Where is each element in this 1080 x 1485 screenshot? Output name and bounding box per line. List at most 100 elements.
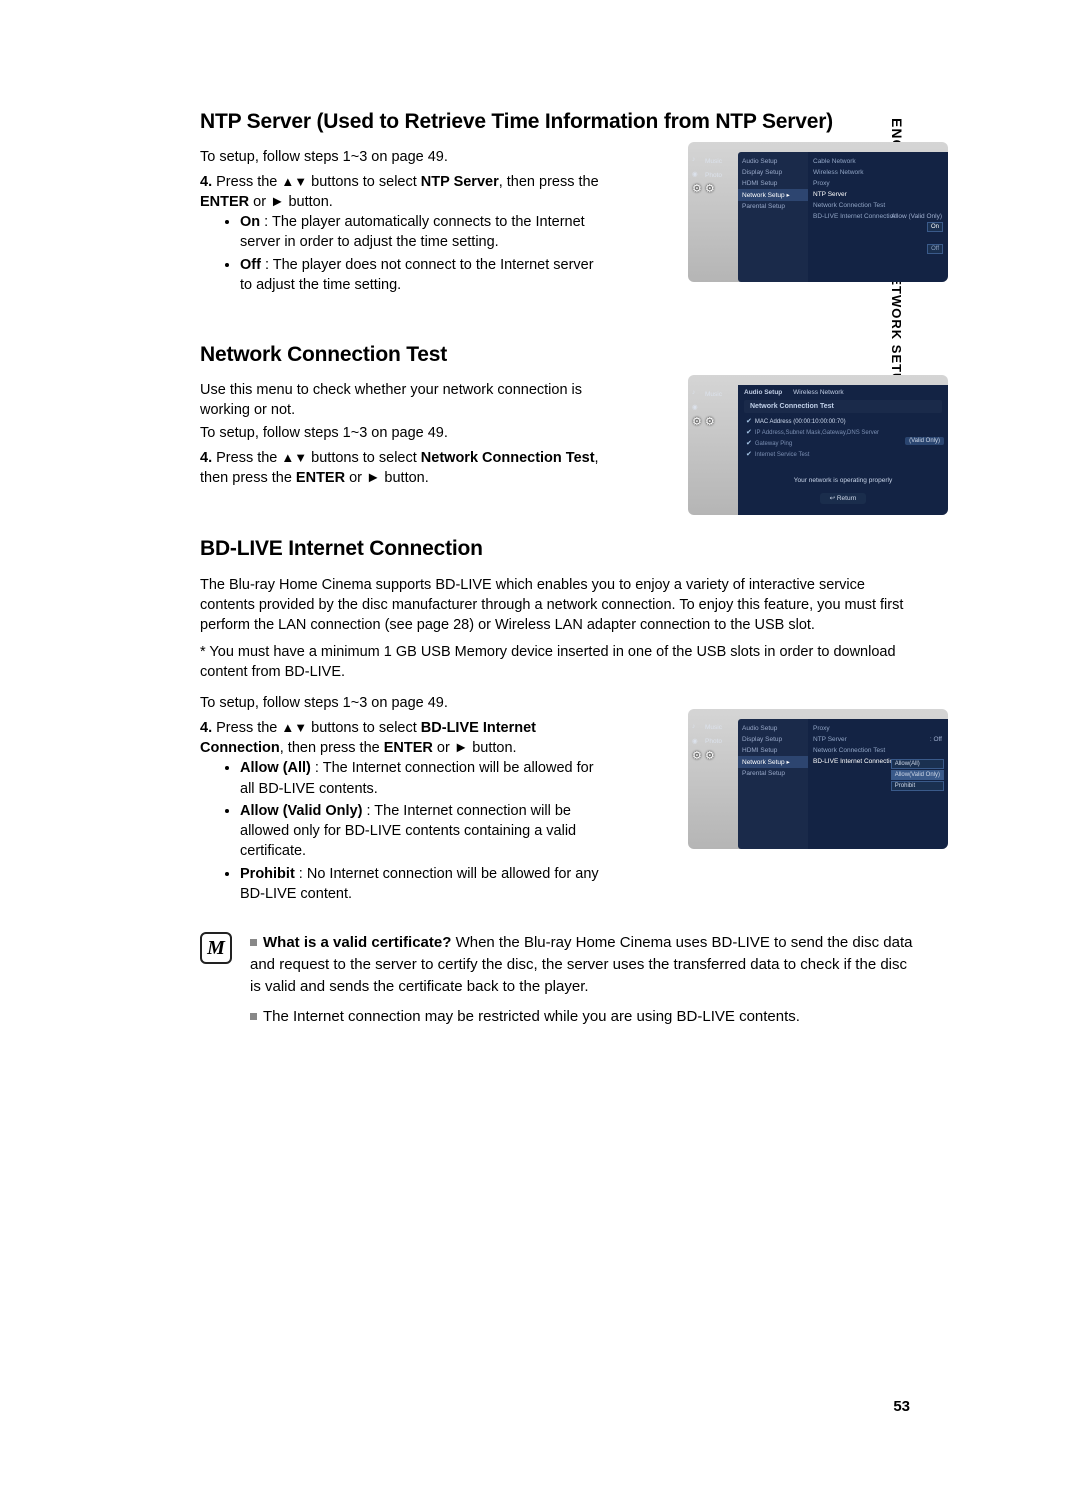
bullet-bold: Allow (All) bbox=[240, 760, 311, 776]
note-icon: M bbox=[200, 932, 232, 964]
nav-music: ♪Music bbox=[688, 154, 738, 168]
step-text: buttons to select bbox=[307, 720, 421, 736]
test-result-message: Your network is operating properly bbox=[738, 459, 948, 488]
gear-icon: ⚙ ⚙ bbox=[692, 417, 702, 427]
section-network-test: Network Connection Test Use this menu to… bbox=[200, 343, 920, 488]
shot-nav-icons: ♪Music ◉ ⚙ ⚙ bbox=[688, 385, 738, 515]
option-prohibit: Prohibit bbox=[891, 781, 944, 791]
list-item: Off : The player does not connect to the… bbox=[240, 255, 600, 296]
setup-line: To setup, follow steps 1~3 on page 49. bbox=[200, 694, 610, 714]
up-down-arrows-icon: ▲▼ bbox=[281, 720, 307, 735]
note-content: What is a valid certificate? When the Bl… bbox=[250, 932, 920, 1027]
nav-label: Music bbox=[705, 391, 722, 398]
section-title: BD-LIVE Internet Connection bbox=[200, 537, 920, 561]
check-icon: ✔ bbox=[746, 451, 752, 458]
menu-label: Network Setup bbox=[742, 192, 785, 199]
bullet-bold: Prohibit bbox=[240, 866, 295, 882]
music-icon: ♪ bbox=[692, 723, 702, 733]
test-label: Internet Service Test bbox=[755, 452, 810, 458]
screenshot-bdlive: ♪Music ◉Photo ⚙ ⚙ Audio Setup Display Se… bbox=[688, 709, 948, 849]
music-icon: ♪ bbox=[692, 156, 702, 166]
step-text: or ► button. bbox=[249, 194, 333, 210]
step-4: 4. Press the ▲▼ buttons to select BD-LIV… bbox=[200, 718, 600, 759]
nav-label: Music bbox=[705, 724, 722, 731]
test-label: MAC Address (00:00:10:00:00:70) bbox=[755, 419, 846, 425]
nav-music: ♪Music bbox=[688, 387, 738, 401]
intro-text: To setup, follow steps 1~3 on page 49. bbox=[200, 148, 610, 168]
test-line: ✔MAC Address (00:00:10:00:00:70) bbox=[738, 415, 948, 426]
list-item: Prohibit : No Internet connection will b… bbox=[240, 864, 600, 905]
option-allow-valid: Allow(Valid Only) bbox=[891, 770, 944, 780]
menu-label: Audio Setup bbox=[744, 389, 782, 396]
bullet-bold: Allow (Valid Only) bbox=[240, 803, 362, 819]
nav-photo: ◉ bbox=[688, 401, 738, 415]
note-question: What is a valid certificate? bbox=[263, 934, 451, 951]
step-bold: ENTER bbox=[200, 194, 249, 210]
test-banner: Network Connection Test bbox=[744, 400, 942, 413]
page-number: 53 bbox=[893, 1398, 910, 1415]
test-line: ✔IP Address,Subnet Mask,Gateway,DNS Serv… bbox=[738, 426, 948, 437]
submenu-label: BD-LIVE Internet Connection bbox=[813, 213, 897, 220]
shot-nav-icons: ♪Music ◉Photo ⚙ ⚙ bbox=[688, 719, 738, 849]
step-bold: NTP Server bbox=[421, 174, 499, 190]
nav-music: ♪Music bbox=[688, 721, 738, 735]
page-content: NTP Server (Used to Retrieve Time Inform… bbox=[0, 0, 1080, 1087]
bullet-list: Allow (All) : The Internet connection wi… bbox=[200, 758, 600, 904]
step-number: 4. bbox=[200, 450, 212, 466]
bullet-bold: Off bbox=[240, 257, 261, 273]
menu-item-selected: Network Setup ▸ bbox=[738, 189, 808, 201]
menu-item: HDMI Setup bbox=[738, 745, 808, 756]
shot-setup-menu: Audio Setup Display Setup HDMI Setup Net… bbox=[738, 152, 808, 282]
step-text: , then press the bbox=[499, 174, 599, 190]
return-button-row: ↩ Return bbox=[738, 488, 948, 502]
step-text: Press the bbox=[216, 450, 281, 466]
valid-only-badge: (Valid Only) bbox=[905, 437, 944, 445]
menu-item: HDMI Setup bbox=[738, 178, 808, 189]
submenu-item: Proxy bbox=[808, 723, 948, 734]
option-allow-all: Allow(All) bbox=[891, 759, 944, 769]
screenshot-network-test: ♪Music ◉ ⚙ ⚙ Audio Setup Wireless Networ… bbox=[688, 375, 948, 515]
step-text: or ► button. bbox=[433, 740, 517, 756]
nav-setup: ⚙ ⚙ bbox=[688, 749, 738, 763]
gear-icon: ⚙ ⚙ bbox=[692, 751, 702, 761]
check-icon: ✔ bbox=[746, 440, 752, 447]
submenu-label: Network Connection Test bbox=[813, 202, 885, 209]
list-item: On : The player automatically connects t… bbox=[240, 212, 600, 253]
return-button: ↩ Return bbox=[820, 493, 867, 504]
shot-nav-icons: ♪Music ◉Photo ⚙ ⚙ bbox=[688, 152, 738, 282]
step-4: 4. Press the ▲▼ buttons to select Networ… bbox=[200, 448, 600, 489]
menu-label: Wireless Network bbox=[793, 389, 844, 396]
step-number: 4. bbox=[200, 174, 212, 190]
submenu-item: NTP Server : Off bbox=[808, 734, 948, 745]
list-item: Allow (Valid Only) : The Internet connec… bbox=[240, 801, 600, 862]
shot-submenu: Cable Network Wireless Network Proxy NTP… bbox=[808, 152, 948, 282]
test-label: IP Address,Subnet Mask,Gateway,DNS Serve… bbox=[755, 430, 879, 436]
note-line: The Internet connection may be restricte… bbox=[250, 1006, 920, 1028]
bullet-list: On : The player automatically connects t… bbox=[200, 212, 600, 295]
menu-item: Audio Setup bbox=[738, 156, 808, 167]
shot-main-panel: Audio Setup Wireless Network Network Con… bbox=[738, 385, 948, 515]
nav-label: Photo bbox=[705, 172, 722, 179]
nav-photo: ◉Photo bbox=[688, 168, 738, 182]
submenu-label: NTP Server bbox=[813, 736, 847, 743]
photo-icon: ◉ bbox=[692, 170, 702, 180]
section-ntp-server: NTP Server (Used to Retrieve Time Inform… bbox=[200, 110, 920, 295]
step-text: , then press the bbox=[280, 740, 384, 756]
nav-setup: ⚙ ⚙ bbox=[688, 415, 738, 429]
menu-item: Audio Setup bbox=[738, 723, 808, 734]
step-bold: ENTER bbox=[384, 740, 433, 756]
step-text: buttons to select bbox=[307, 174, 421, 190]
submenu-item: Network Connection Test bbox=[808, 745, 948, 756]
music-icon: ♪ bbox=[692, 389, 702, 399]
submenu-value: : Allow (Valid Only) bbox=[888, 213, 942, 220]
step-text: Press the bbox=[216, 174, 281, 190]
setup-line: To setup, follow steps 1~3 on page 49. bbox=[200, 424, 610, 444]
step-bold: Network Connection Test bbox=[421, 450, 595, 466]
menu-item: Parental Setup bbox=[738, 201, 808, 212]
square-bullet-icon bbox=[250, 939, 257, 946]
bullet-text: : The player does not connect to the Int… bbox=[240, 257, 594, 293]
nav-photo: ◉Photo bbox=[688, 735, 738, 749]
screenshot-ntp: ♪Music ◉Photo ⚙ ⚙ Audio Setup Display Se… bbox=[688, 142, 948, 282]
submenu-value: : Off bbox=[930, 736, 942, 743]
submenu-item-highlighted: NTP ServerOn bbox=[808, 189, 948, 200]
